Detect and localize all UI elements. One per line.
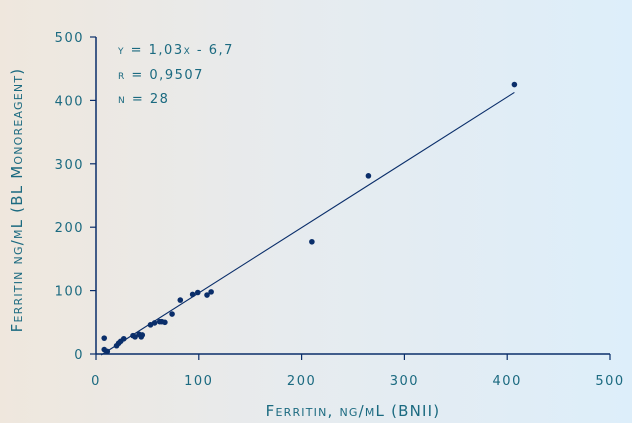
y-tick-label: 100: [55, 285, 84, 300]
data-point: [309, 238, 315, 245]
x-axis-title: Ferritin, ng/mL (BNII): [266, 402, 441, 420]
data-point: [162, 319, 168, 326]
data-point: [104, 348, 111, 355]
y-tick-label: 200: [55, 221, 84, 236]
data-point: [132, 334, 138, 340]
data-point: [189, 291, 196, 298]
regression-line: [100, 92, 515, 356]
x-tick-label: 0: [91, 374, 101, 389]
x-ticks: 0 100 200 300 400 500: [91, 354, 624, 389]
data-point: [169, 311, 175, 317]
y-tick-label: 300: [55, 158, 84, 173]
data-point: [151, 320, 158, 326]
y-ticks: 0 100 200 300 400 500: [55, 31, 96, 363]
x-tick-label: 300: [390, 374, 419, 389]
x-tick-label: 500: [595, 374, 624, 389]
data-points: [101, 81, 518, 355]
x-tick-label: 100: [184, 374, 213, 389]
annotation-n: n = 28: [118, 92, 169, 107]
data-point: [194, 289, 201, 296]
data-point: [208, 289, 214, 295]
y-tick-label: 500: [55, 31, 84, 46]
y-tick-label: 0: [74, 348, 84, 363]
y-tick-label: 400: [55, 94, 84, 109]
data-point: [511, 81, 518, 88]
x-tick-label: 400: [493, 374, 522, 389]
data-point: [204, 292, 210, 298]
data-point: [365, 173, 372, 179]
regression-line-group: [100, 92, 515, 356]
data-point: [120, 335, 127, 342]
annotation-r: r = 0,9507: [118, 68, 204, 83]
axes: [95, 37, 610, 355]
y-axis-title: Ferritin ng/mL (BL Monoreagent): [8, 68, 26, 333]
x-tick-label: 200: [287, 374, 316, 389]
data-point: [101, 335, 108, 341]
data-point: [177, 297, 184, 303]
annotation-equation: y = 1,03x - 6,7: [117, 43, 234, 58]
data-point: [139, 332, 146, 338]
